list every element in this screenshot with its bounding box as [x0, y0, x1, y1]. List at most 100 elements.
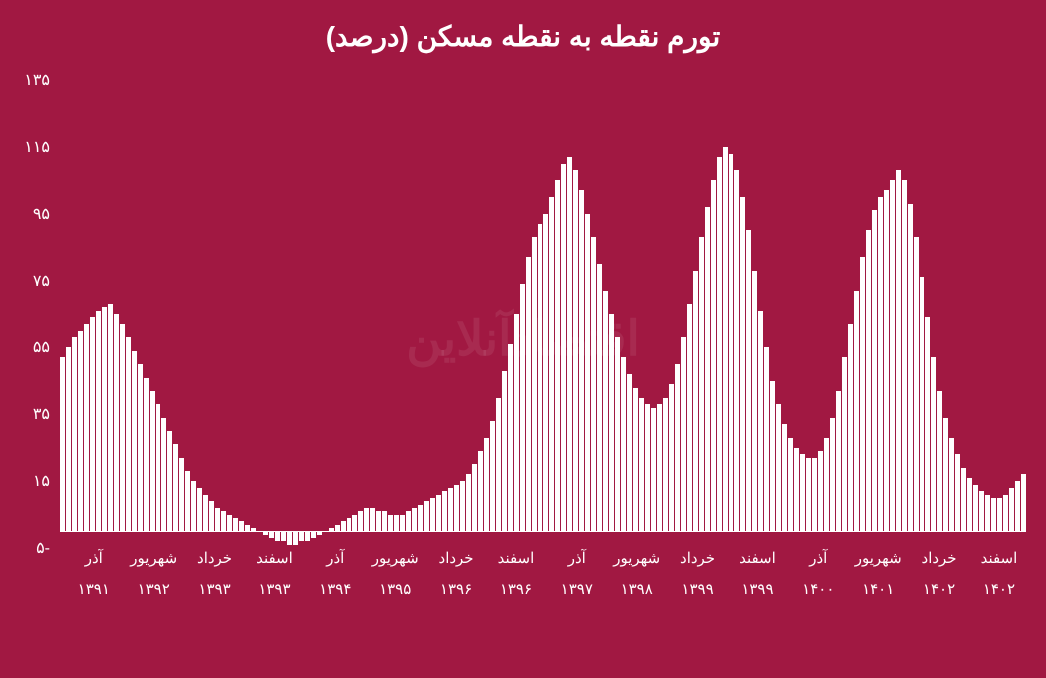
bar	[239, 521, 244, 531]
bar	[66, 347, 71, 531]
bar	[645, 404, 650, 531]
bar	[752, 271, 757, 532]
x-tick-label: شهریور۱۳۹۲	[130, 548, 177, 601]
bar	[549, 197, 554, 531]
bar	[818, 451, 823, 531]
x-tick-label: شهریور۱۴۰۱	[855, 548, 902, 601]
bar	[90, 317, 95, 531]
bar	[281, 531, 286, 541]
bar	[937, 391, 942, 531]
x-tick-label: خرداد۱۳۹۳	[197, 548, 232, 601]
x-tick-label: آذر۱۳۹۷	[561, 548, 593, 601]
bar	[520, 284, 525, 531]
bar	[663, 398, 668, 532]
bar	[639, 398, 644, 532]
bar	[812, 458, 817, 532]
bar	[412, 508, 417, 531]
bar	[711, 180, 716, 531]
bar	[573, 170, 578, 531]
x-axis: آذر۱۳۹۱شهریور۱۳۹۲خرداد۱۳۹۳اسفند۱۳۹۳آذر۱۳…	[60, 548, 1026, 638]
bar	[442, 491, 447, 531]
bar	[496, 398, 501, 532]
bar	[824, 438, 829, 532]
bar	[335, 525, 340, 532]
bar	[347, 518, 352, 531]
bar	[424, 501, 429, 531]
bar	[293, 531, 298, 544]
bar	[687, 304, 692, 531]
bar	[84, 324, 89, 531]
bar	[842, 357, 847, 531]
bar	[961, 468, 966, 532]
bar	[382, 511, 387, 531]
bar	[150, 391, 155, 531]
x-tick-label: خرداد۱۴۰۲	[922, 548, 957, 601]
bar	[191, 481, 196, 531]
bar	[740, 197, 745, 531]
y-tick-label: ۷۵	[33, 271, 50, 291]
bar	[836, 391, 841, 531]
bar	[418, 505, 423, 532]
bar	[478, 451, 483, 531]
bar	[203, 495, 208, 532]
y-tick-label: ۱۱۵	[24, 137, 50, 157]
bar	[776, 404, 781, 531]
bar	[615, 337, 620, 531]
bar	[758, 311, 763, 532]
bar	[806, 458, 811, 532]
bar	[1015, 481, 1020, 531]
bar	[609, 314, 614, 531]
bar	[890, 180, 895, 531]
bar	[269, 531, 274, 538]
bar	[717, 157, 722, 531]
bar	[215, 508, 220, 531]
bar	[102, 307, 107, 531]
chart-title: تورم نقطه به نقطه مسکن (درصد)	[0, 20, 1046, 53]
bar	[788, 438, 793, 532]
x-tick-label: اسفند۱۳۹۹	[739, 548, 776, 601]
y-axis: -۵۱۵۳۵۵۵۷۵۹۵۱۱۵۱۳۵	[0, 80, 55, 548]
bar	[925, 317, 930, 531]
bar	[567, 157, 572, 531]
bar	[657, 404, 662, 531]
plot-area	[60, 80, 1026, 548]
bar	[920, 277, 925, 531]
bar	[185, 471, 190, 531]
bar	[430, 498, 435, 531]
bar	[991, 498, 996, 531]
x-tick-label: شهریور۱۳۹۵	[372, 548, 419, 601]
bar	[585, 214, 590, 532]
bar	[400, 515, 405, 532]
bar	[490, 421, 495, 531]
bar	[502, 371, 507, 531]
bar	[514, 314, 519, 531]
y-tick-label: -۵	[36, 538, 50, 558]
bar	[114, 314, 119, 531]
x-tick-label: اسفند۱۳۹۳	[256, 548, 293, 601]
bar	[597, 264, 602, 531]
bar	[394, 515, 399, 532]
bar	[633, 388, 638, 532]
bar	[245, 525, 250, 532]
bar	[376, 511, 381, 531]
bars-container	[60, 80, 1026, 548]
bar	[693, 271, 698, 532]
x-tick-label: اسفند۱۳۹۶	[498, 548, 535, 601]
bar	[72, 337, 77, 531]
bar	[591, 237, 596, 531]
bar	[311, 531, 316, 538]
bar	[120, 324, 125, 531]
bar	[60, 357, 65, 531]
bar	[800, 454, 805, 531]
bar	[902, 180, 907, 531]
x-tick-label: آذر۱۴۰۰	[802, 548, 834, 601]
bar	[466, 474, 471, 531]
bar	[173, 444, 178, 531]
bar	[532, 237, 537, 531]
bar	[352, 515, 357, 532]
bar	[126, 337, 131, 531]
bar	[782, 424, 787, 531]
y-tick-label: ۱۳۵	[24, 70, 50, 90]
bar	[621, 357, 626, 531]
bar	[436, 495, 441, 532]
